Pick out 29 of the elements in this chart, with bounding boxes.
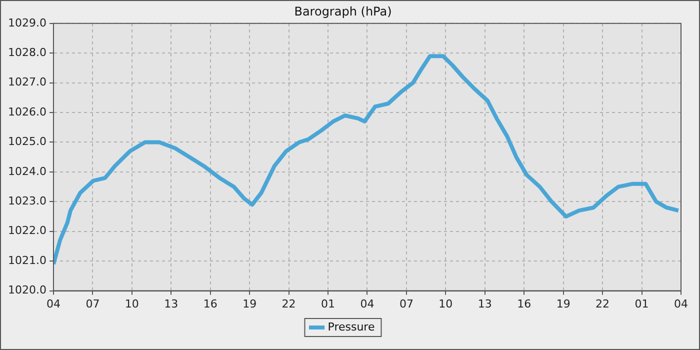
y-tick-label: 1029.0 xyxy=(8,16,46,30)
x-tick-label: 07 xyxy=(399,297,414,310)
y-tick-label: 1021.0 xyxy=(8,254,46,267)
chart-title: Barograph (hPa) xyxy=(294,4,392,18)
y-tick-label: 1024.0 xyxy=(8,164,46,178)
legend-label: Pressure xyxy=(328,320,375,334)
y-tick-label: 1025.0 xyxy=(8,135,46,148)
x-tick-label: 10 xyxy=(438,297,453,310)
y-tick-label: 1022.0 xyxy=(8,224,46,238)
x-tick-label: 04 xyxy=(360,297,374,310)
x-tick-label: 19 xyxy=(242,297,257,310)
x-tick-label: 01 xyxy=(634,297,649,310)
x-tick-label: 04 xyxy=(674,297,688,310)
x-tick-label: 16 xyxy=(517,297,532,310)
y-tick-label: 1026.0 xyxy=(8,105,46,118)
x-tick-label: 22 xyxy=(596,297,610,310)
x-tick-label: 07 xyxy=(86,297,100,310)
x-tick-label: 04 xyxy=(46,297,60,310)
x-tick-label: 13 xyxy=(478,297,492,310)
x-tick-label: 22 xyxy=(282,297,296,310)
y-tick-label: 1023.0 xyxy=(8,194,46,208)
y-tick-label: 1020.0 xyxy=(8,284,46,297)
x-tick-label: 01 xyxy=(321,297,336,310)
x-tick-label: 16 xyxy=(203,297,218,310)
y-tick-label: 1027.0 xyxy=(8,76,46,89)
x-tick-label: 10 xyxy=(124,297,139,310)
x-tick-label: 19 xyxy=(556,297,570,310)
x-tick-label: 13 xyxy=(164,297,178,310)
y-tick-label: 1028.0 xyxy=(8,46,46,59)
